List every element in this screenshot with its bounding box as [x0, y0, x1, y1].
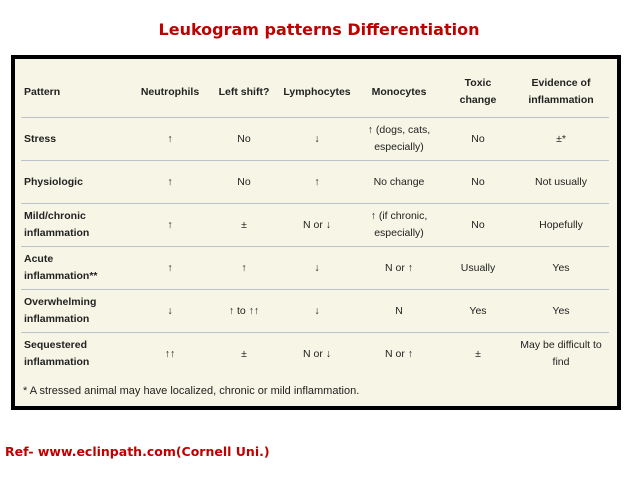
- header-cell: Monocytes: [371, 85, 427, 98]
- table-row: Physiologic ↑ No ↑ No change No Not usua…: [21, 160, 609, 204]
- table-cell: ↓: [279, 246, 355, 290]
- table-cell: ↑: [279, 160, 355, 204]
- pattern-cell: Physiologic: [21, 160, 131, 204]
- table-cell: ↓: [131, 289, 209, 333]
- table-row: Mild/chronic inflammation ↑ ± N or ↓ ↑ (…: [21, 203, 609, 247]
- table-cell: ↑: [209, 246, 279, 290]
- table-cell: Not usually: [513, 160, 609, 204]
- table-row: Stress ↑ No ↓ ↑ (dogs, cats, especially)…: [21, 117, 609, 161]
- pattern-cell: Overwhelming inflammation: [21, 289, 131, 333]
- table-cell: Yes: [513, 246, 609, 290]
- table-image-frame: Pattern Neutrophils Left shift? Lymphocy…: [11, 55, 621, 410]
- table-cell: N or ↑: [355, 246, 443, 290]
- pattern-cell: Sequestered inflammation: [21, 332, 131, 375]
- table-cell: ↑↑: [131, 332, 209, 375]
- table-cell: N or ↑: [355, 332, 443, 375]
- table-cell: ±*: [513, 117, 609, 161]
- table-cell: ±: [443, 332, 513, 375]
- header-cell: Lymphocytes: [283, 85, 351, 98]
- table-cell: No change: [355, 160, 443, 204]
- table-cell: ↑ to ↑↑: [209, 289, 279, 333]
- header-cell: Left shift?: [218, 85, 270, 98]
- table-cell: Yes: [443, 289, 513, 333]
- table-cell: N or ↓: [279, 332, 355, 375]
- table-footnote: * A stressed animal may have localized, …: [23, 385, 360, 397]
- table-panel: Pattern Neutrophils Left shift? Lymphocy…: [15, 59, 617, 406]
- table-row: Sequestered inflammation ↑↑ ± N or ↓ N o…: [21, 332, 609, 375]
- header-row: Pattern Neutrophils Left shift? Lymphocy…: [21, 67, 609, 118]
- table-cell: ↑ (if chronic, especially): [355, 203, 443, 247]
- pattern-cell: Stress: [21, 117, 131, 161]
- reference-text: Ref- www.eclinpath.com(Cornell Uni.): [5, 444, 270, 459]
- table-cell: No: [209, 117, 279, 161]
- table-cell: ↓: [279, 117, 355, 161]
- table-cell: ↑: [131, 246, 209, 290]
- header-cell: Pattern: [24, 85, 61, 98]
- table-cell: ±: [209, 332, 279, 375]
- table-cell: No: [443, 160, 513, 204]
- table-cell: N: [355, 289, 443, 333]
- table-cell: Yes: [513, 289, 609, 333]
- table-cell: ↓: [279, 289, 355, 333]
- table-row: Acute inflammation** ↑ ↑ ↓ N or ↑ Usuall…: [21, 246, 609, 290]
- table-cell: ↑ (dogs, cats, especially): [355, 117, 443, 161]
- table-cell: ↑: [131, 117, 209, 161]
- table-row: Overwhelming inflammation ↓ ↑ to ↑↑ ↓ N …: [21, 289, 609, 333]
- table-cell: No: [209, 160, 279, 204]
- table-cell: ±: [209, 203, 279, 247]
- table-cell: May be difficult to find: [513, 332, 609, 375]
- header-cell: Neutrophils: [140, 85, 200, 98]
- header-cell: Evidence of inflammation: [528, 77, 594, 106]
- table-cell: No: [443, 117, 513, 161]
- table-cell: Usually: [443, 246, 513, 290]
- table-cell: Hopefully: [513, 203, 609, 247]
- pattern-cell: Acute inflammation**: [21, 246, 131, 290]
- table-cell: ↑: [131, 203, 209, 247]
- slide-title: Leukogram patterns Differentiation: [158, 20, 480, 39]
- table-cell: ↑: [131, 160, 209, 204]
- header-cell: Toxic change: [459, 77, 497, 106]
- table-cell: N or ↓: [279, 203, 355, 247]
- leukogram-table: Pattern Neutrophils Left shift? Lymphocy…: [21, 67, 609, 375]
- pattern-cell: Mild/chronic inflammation: [21, 203, 131, 247]
- table-cell: No: [443, 203, 513, 247]
